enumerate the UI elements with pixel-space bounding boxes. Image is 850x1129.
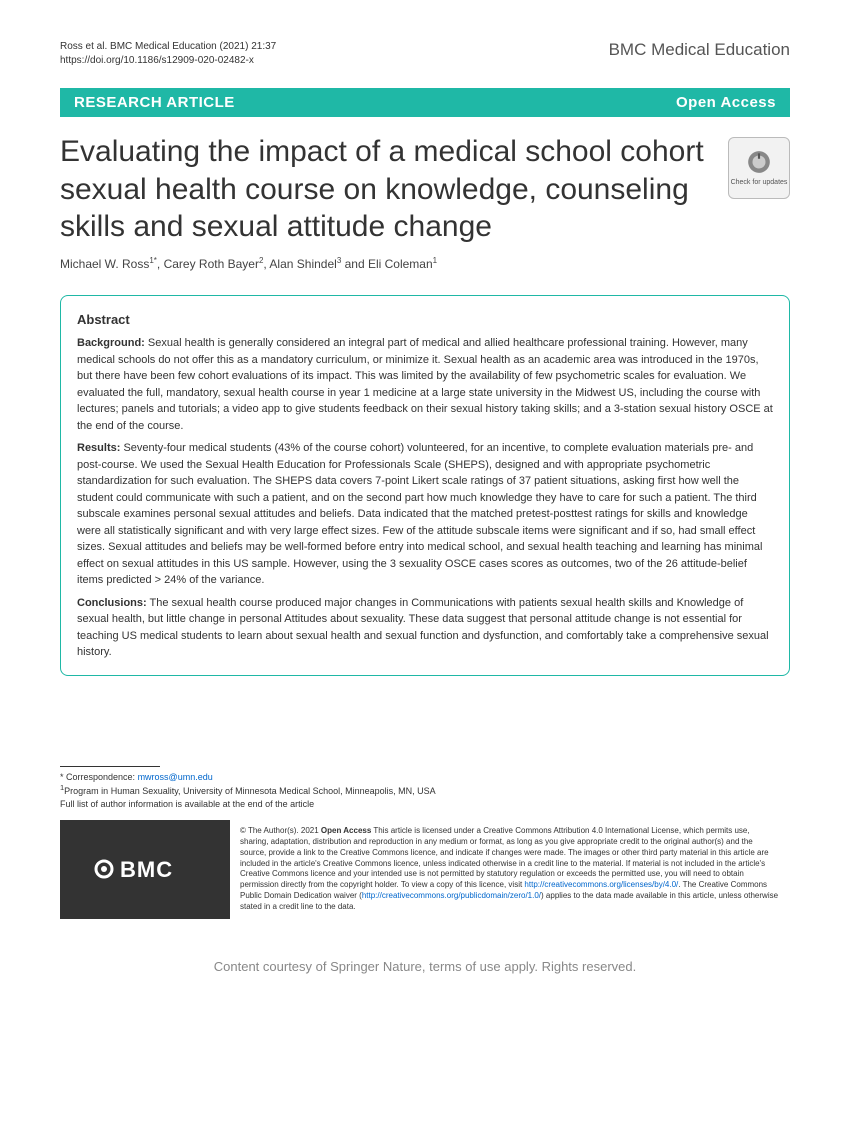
check-updates-badge[interactable]: Check for updates	[728, 137, 790, 199]
license-text: © The Author(s). 2021 Open Access This a…	[230, 820, 790, 918]
correspondence-block: * Correspondence: mwross@umn.edu 1Progra…	[60, 771, 790, 811]
check-updates-icon	[746, 149, 772, 175]
article-title: Evaluating the impact of a medical schoo…	[60, 133, 712, 246]
footer-rights-note: Content courtesy of Springer Nature, ter…	[0, 939, 850, 988]
article-type-label: RESEARCH ARTICLE	[74, 94, 235, 111]
correspondence-email[interactable]: mwross@umn.edu	[138, 772, 213, 782]
cc-license-link[interactable]: http://creativecommons.org/licenses/by/4…	[524, 880, 678, 889]
citation-block: Ross et al. BMC Medical Education (2021)…	[60, 40, 276, 68]
correspondence-affiliation: 1Program in Human Sexuality, University …	[60, 786, 436, 796]
footnote-divider	[60, 766, 160, 767]
svg-text:BMC: BMC	[120, 857, 173, 882]
abstract-heading: Abstract	[77, 310, 773, 330]
citation-line: Ross et al. BMC Medical Education (2021)…	[60, 40, 276, 54]
abstract-conclusions: Conclusions: The sexual health course pr…	[77, 595, 773, 661]
abstract-box: Abstract Background: Sexual health is ge…	[60, 295, 790, 676]
open-access-label: Open Access	[676, 94, 776, 111]
article-type-banner: RESEARCH ARTICLE Open Access	[60, 88, 790, 117]
authors-list: Michael W. Ross1*, Carey Roth Bayer2, Al…	[60, 256, 790, 271]
doi-link[interactable]: https://doi.org/10.1186/s12909-020-02482…	[60, 54, 276, 68]
page-header: Ross et al. BMC Medical Education (2021)…	[60, 40, 790, 68]
abstract-results: Results: Seventy-four medical students (…	[77, 440, 773, 589]
journal-name: BMC Medical Education	[609, 40, 790, 60]
cc-waiver-link[interactable]: http://creativecommons.org/publicdomain/…	[362, 891, 541, 900]
author-info-note: Full list of author information is avail…	[60, 799, 314, 809]
license-box: BMC © The Author(s). 2021 Open Access Th…	[60, 820, 790, 918]
check-updates-text: Check for updates	[731, 179, 788, 187]
bmc-logo-icon: BMC	[90, 851, 200, 887]
abstract-background: Background: Sexual health is generally c…	[77, 335, 773, 434]
bmc-logo: BMC	[60, 820, 230, 918]
